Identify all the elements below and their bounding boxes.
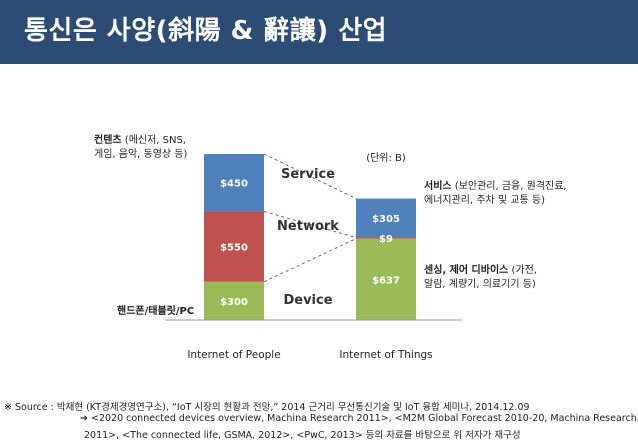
unit-note: (단위: B) (366, 151, 406, 164)
series-label-network: Network (277, 219, 339, 234)
bar-service-2 (356, 198, 416, 238)
x-tick-label-2: Internet of Things (339, 349, 432, 361)
source-line-3: 2011>, <The connected life, GSMA, 2012>,… (84, 430, 521, 441)
data-label-network-1: $550 (220, 243, 248, 254)
connector-line-3 (263, 153, 357, 200)
sensing-annotation-line2: 알람, 계량기, 의료기기 등) (424, 279, 536, 290)
service-annotation-rest: (보안관리, 금융, 원격진료, (451, 181, 567, 192)
page-title: 통신은 사양(斜陽 & 辭讓) 산업 (24, 16, 388, 46)
sensing-annotation-bold: 센싱, 제어 디바이스 (424, 265, 509, 276)
stacked-bar-chart: $300 $550 $450 $637 $9 $305 Device Network Servi… (165, 151, 462, 361)
bar-network-1 (204, 211, 264, 282)
handset-annotation: 핸드폰/태블릿/PC (117, 306, 195, 317)
source-line-1: ※ Source : 박재현 (KT경제경영연구소), “IoT 시장의 현황과… (4, 402, 530, 413)
data-label-service-2: $305 (372, 214, 400, 225)
content-annotation-bold: 컨텐츠 (94, 135, 122, 146)
data-label-network-2: $9 (379, 234, 393, 245)
connector-line-1 (263, 238, 357, 283)
series-label-device: Device (283, 293, 332, 308)
content-annotation-line2: 게임, 음악, 동영상 등) (94, 149, 188, 160)
service-annotation-line2: 에너지관리, 주차 및 교통 등) (424, 195, 545, 206)
bar-device-2 (356, 238, 416, 320)
sensing-annotation-rest: (가전, (508, 265, 538, 276)
bar-device-1 (204, 281, 264, 320)
data-label-service-1: $450 (220, 179, 248, 190)
x-tick-label-1: Internet of People (187, 349, 280, 361)
title-bar: 통신은 사양(斜陽 & 辭讓) 산업 (0, 0, 638, 64)
content-annotation-rest: (메신저, SNS, (121, 135, 187, 146)
source-line-2: ➔ <2020 connected devices overview, Mach… (80, 413, 638, 424)
bar-network-2 (356, 237, 416, 239)
sensing-annotation: 센싱, 제어 디바이스 (가전, 알람, 계량기, 의료기기 등) (424, 264, 537, 292)
data-label-device-2: $637 (372, 275, 400, 286)
service-annotation: 서비스 (보안관리, 금융, 원격진료, 에너지관리, 주차 및 교통 등) (424, 180, 567, 208)
content-annotation: 컨텐츠 (메신저, SNS, 게임, 음악, 동영상 등) (94, 134, 187, 162)
bar-service-1 (204, 153, 264, 212)
data-label-device-1: $300 (220, 297, 248, 308)
series-label-service: Service (281, 167, 335, 182)
service-annotation-bold: 서비스 (424, 181, 452, 192)
connector-line-2 (263, 210, 357, 238)
